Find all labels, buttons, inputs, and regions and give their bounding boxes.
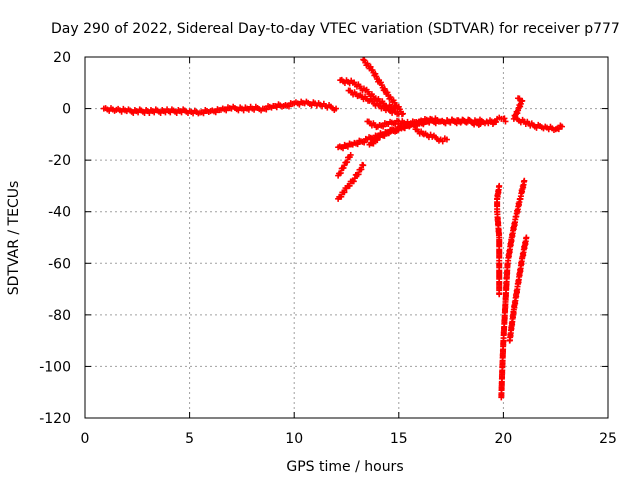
data-point [393, 128, 400, 134]
data-point [401, 125, 408, 132]
y-tick-label: -20 [48, 153, 71, 169]
data-point [506, 337, 513, 344]
data-point [392, 121, 399, 128]
data-point [399, 110, 406, 117]
x-axis-label: GPS time / hours [286, 459, 403, 475]
data-markers [100, 56, 565, 401]
y-axis-label: SDTVAR / TECUs [6, 181, 22, 296]
data-point [496, 291, 503, 298]
data-point [498, 394, 505, 401]
data-point [200, 110, 207, 117]
data-point [493, 118, 500, 125]
data-point [347, 151, 354, 158]
data-point [555, 126, 562, 133]
x-tick-label: 0 [81, 431, 90, 447]
data-point [367, 63, 374, 70]
data-point [344, 159, 351, 166]
axis-ticks: 0 5 10 15 20 25 -120 -100 -80 -60 -40 -20 0 20 [39, 50, 617, 447]
plot-border [84, 56, 609, 419]
data-point [341, 189, 348, 196]
data-point [358, 166, 365, 173]
data-point [350, 178, 357, 185]
data-point [361, 139, 368, 146]
x-tick-label: 10 [285, 431, 303, 447]
x-tick-label: 20 [494, 431, 512, 447]
data-point [443, 136, 450, 143]
data-point [370, 140, 377, 147]
chart-title: Day 290 of 2022, Sidereal Day-to-day VTE… [51, 21, 620, 37]
data-point [355, 171, 362, 178]
y-tick-label: 0 [62, 102, 71, 118]
data-point [333, 105, 340, 112]
data-point [273, 104, 280, 111]
data-point [337, 169, 344, 176]
data-point [344, 143, 351, 150]
x-tick-label: 15 [390, 431, 408, 447]
data-point [351, 175, 358, 182]
data-point [212, 109, 219, 116]
data-point [285, 103, 292, 110]
data-point [558, 123, 565, 130]
data-point [374, 137, 381, 144]
data-point [346, 182, 353, 189]
data-point [381, 132, 388, 139]
data-point [501, 115, 508, 122]
data-point [340, 145, 347, 152]
y-tick-label: -80 [48, 308, 71, 324]
data-point [263, 106, 270, 113]
data-point [420, 119, 427, 126]
x-tick-label: 25 [599, 431, 617, 447]
y-tick-label: -60 [48, 256, 71, 272]
y-tick-label: 20 [53, 50, 71, 66]
y-tick-label: -120 [39, 411, 71, 427]
data-point [354, 141, 361, 148]
data-point [408, 121, 415, 128]
data-point [338, 193, 345, 200]
x-tick-label: 5 [185, 431, 194, 447]
data-point [380, 123, 387, 130]
data-point [223, 107, 230, 114]
y-tick-label: -100 [39, 359, 71, 375]
data-point [502, 118, 509, 125]
y-tick-label: -40 [48, 205, 71, 221]
data-point [360, 162, 367, 169]
data-point [384, 89, 391, 96]
